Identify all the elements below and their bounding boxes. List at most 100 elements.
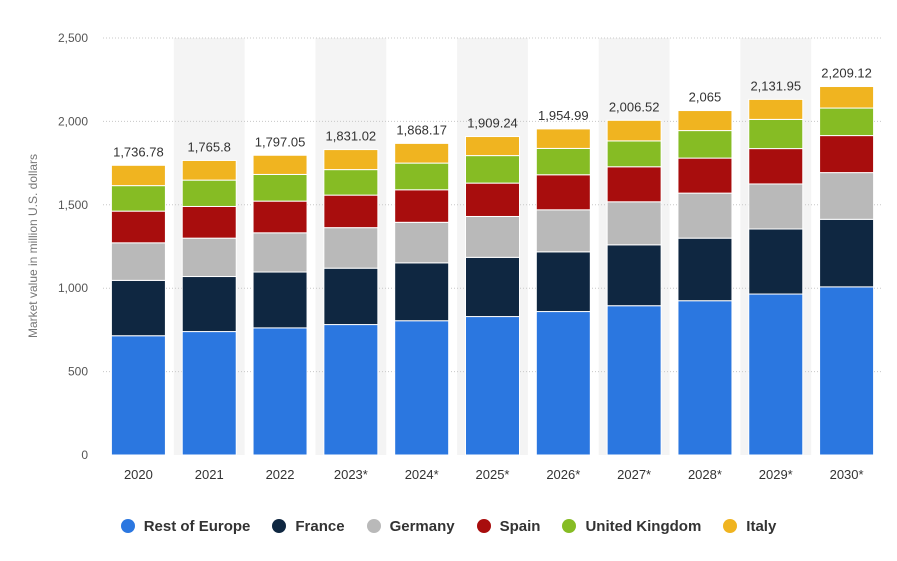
bar-segment [110,164,166,187]
x-tick-label: 2020 [124,467,153,482]
total-label: 1,868.17 [396,122,447,137]
x-tick-label: 2030* [830,467,864,482]
bar-stack [110,164,166,456]
x-tick-label: 2029* [759,467,793,482]
bar-segment [110,279,166,337]
legend-marker [562,519,577,533]
bar-segment [819,172,875,220]
bar-segment [323,267,379,326]
bar-segment [465,182,520,217]
bar-segment [323,227,379,269]
total-label: 2,006.52 [609,99,660,114]
bar-stack [606,119,662,456]
bar-segment [252,200,308,234]
bar-segment [606,140,662,168]
total-label: 1,765.8 [188,139,231,154]
bar-segment [181,159,237,181]
bar-stack [535,128,591,456]
bar-segment [535,128,591,149]
bar-stack [465,136,520,456]
bar-segment [465,155,520,184]
bar-stack [677,110,733,456]
bar-segment [535,174,591,211]
bar-segment [252,232,308,273]
bar-stack [323,149,379,456]
legend-label: France [295,517,345,535]
total-label: 2,131.95 [750,78,801,93]
bar-segment [535,147,591,176]
y-tick-label: 2,500 [58,31,88,45]
stacked-bar-chart: 0 500 1,000 1,500 2,000 2,500 Market value in… [26,31,882,482]
bar-stack [181,159,237,456]
bar-segment [677,300,733,456]
bar-segment [394,162,450,191]
x-tick-label: 2024* [405,467,439,482]
bar-segment [606,201,662,246]
legend-item[interactable]: France [272,517,345,535]
legend-item[interactable]: United Kingdom [562,518,701,535]
total-label: 2,065 [689,90,722,105]
bar-segment [819,86,875,109]
bar-segment [748,293,804,456]
bar-segment [677,130,733,159]
total-label: 2,209.12 [821,66,872,81]
legend-label: Rest of Europe [143,517,251,535]
bar-segment [535,311,591,456]
bar-segment [748,183,804,230]
bar-stack [819,86,875,456]
bar-segment [535,251,591,313]
bar-stack [748,98,804,456]
bar-segment [181,276,237,333]
bar-segment [819,286,875,456]
bar-segment [748,118,804,150]
bar-segment [748,98,804,120]
bar-segment [677,237,733,302]
bar-segment [677,110,733,132]
y-tick-label: 1,000 [58,281,88,295]
x-tick-label: 2022 [266,467,295,482]
bar-segment [394,262,450,322]
total-label: 1,736.78 [113,144,164,159]
total-label: 1,909.24 [467,116,518,131]
legend-marker [723,519,738,533]
bar-segment [748,148,804,185]
legend-item[interactable]: Rest of Europe [120,517,251,535]
y-tick-label: 0 [81,448,88,462]
bar-segment [394,142,450,164]
bar-segment [323,324,379,456]
bar-segment [394,221,450,264]
bar-segment [606,305,662,456]
bar-segment [110,185,166,212]
legend-label: United Kingdom [585,517,702,535]
bar-segment [110,242,166,281]
y-tick-label: 1,500 [58,198,88,212]
bar-segment [323,194,379,229]
legend-marker [272,519,287,533]
bar-segment [819,135,875,174]
bar-segment [181,237,237,278]
total-labels: 1,736.78 1,765.8 1,797.05 1,831.02 1,868.17 1… [113,66,872,160]
legend-label: Italy [746,517,777,535]
total-label: 1,831.02 [326,129,377,144]
bar-segment [394,320,450,456]
bar-segment [677,157,733,194]
bar-stack [252,154,308,456]
bar-stacks [110,86,875,456]
bar-stack [394,142,450,456]
legend-marker [476,519,491,533]
x-axis-ticks: 2020 2021 2022 2023* 2024* 2025* 2026* 2027* 202… [124,467,864,482]
y-tick-label: 2,000 [58,114,88,128]
bar-segment [465,136,520,157]
bar-segment [606,166,662,203]
bar-segment [181,179,237,207]
legend-item[interactable]: Germany [366,517,455,535]
bar-segment [748,228,804,295]
bar-segment [323,169,379,196]
legend-marker [120,519,135,533]
legend-item[interactable]: Spain [476,518,540,535]
legend-label: Germany [389,517,455,535]
bar-segment [819,218,875,288]
bar-segment [252,271,308,329]
legend: Rest of Europe France Germany Spain United K… [0,514,897,538]
legend-item[interactable]: Italy [723,518,776,535]
